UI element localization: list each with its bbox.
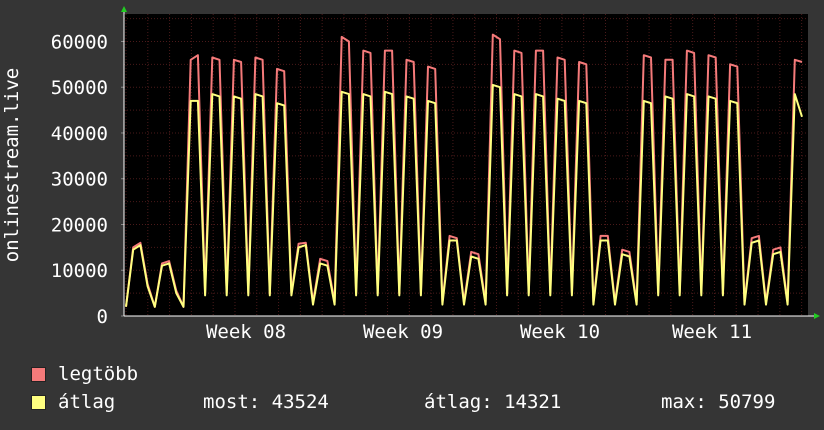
y-tick-label: 0 [97, 306, 108, 328]
stat-max: max: 50799 [661, 391, 776, 413]
axes: 0 10000 20000 30000 40000 50000 60000 Week 08 We… [51, 6, 820, 343]
stat-atlag: átlag: 14321 [424, 391, 562, 413]
series-atlag [125, 83, 803, 308]
y-tick-label: 10000 [51, 260, 108, 282]
y-tick-label: 60000 [51, 31, 108, 53]
legend-label-legtobb: legtöbb [58, 363, 139, 385]
legend-label-atlag: átlag [58, 391, 116, 413]
grid [124, 14, 808, 317]
x-tick-label: Week 08 [206, 321, 286, 343]
y-tick-label: 30000 [51, 169, 108, 191]
y-axis-arrow-icon [121, 6, 127, 12]
legtobb-swatch [31, 366, 46, 382]
stat-most: most: 43524 [203, 391, 329, 413]
x-tick-label: Week 11 [672, 321, 752, 343]
atlag-swatch [31, 394, 46, 410]
y-tick-label: 20000 [51, 214, 108, 236]
y-tick-label: 50000 [51, 77, 108, 99]
x-axis-arrow-icon [814, 313, 820, 319]
x-tick-label: Week 09 [363, 321, 443, 343]
legend-item-legtobb: legtöbb [31, 362, 138, 386]
y-axis-label: onlinestream.live [1, 68, 23, 262]
x-tick-label: Week 10 [520, 321, 600, 343]
atlag-line [125, 83, 803, 308]
legend-item-atlag: átlag [31, 390, 115, 414]
y-tick-label: 40000 [51, 123, 108, 145]
